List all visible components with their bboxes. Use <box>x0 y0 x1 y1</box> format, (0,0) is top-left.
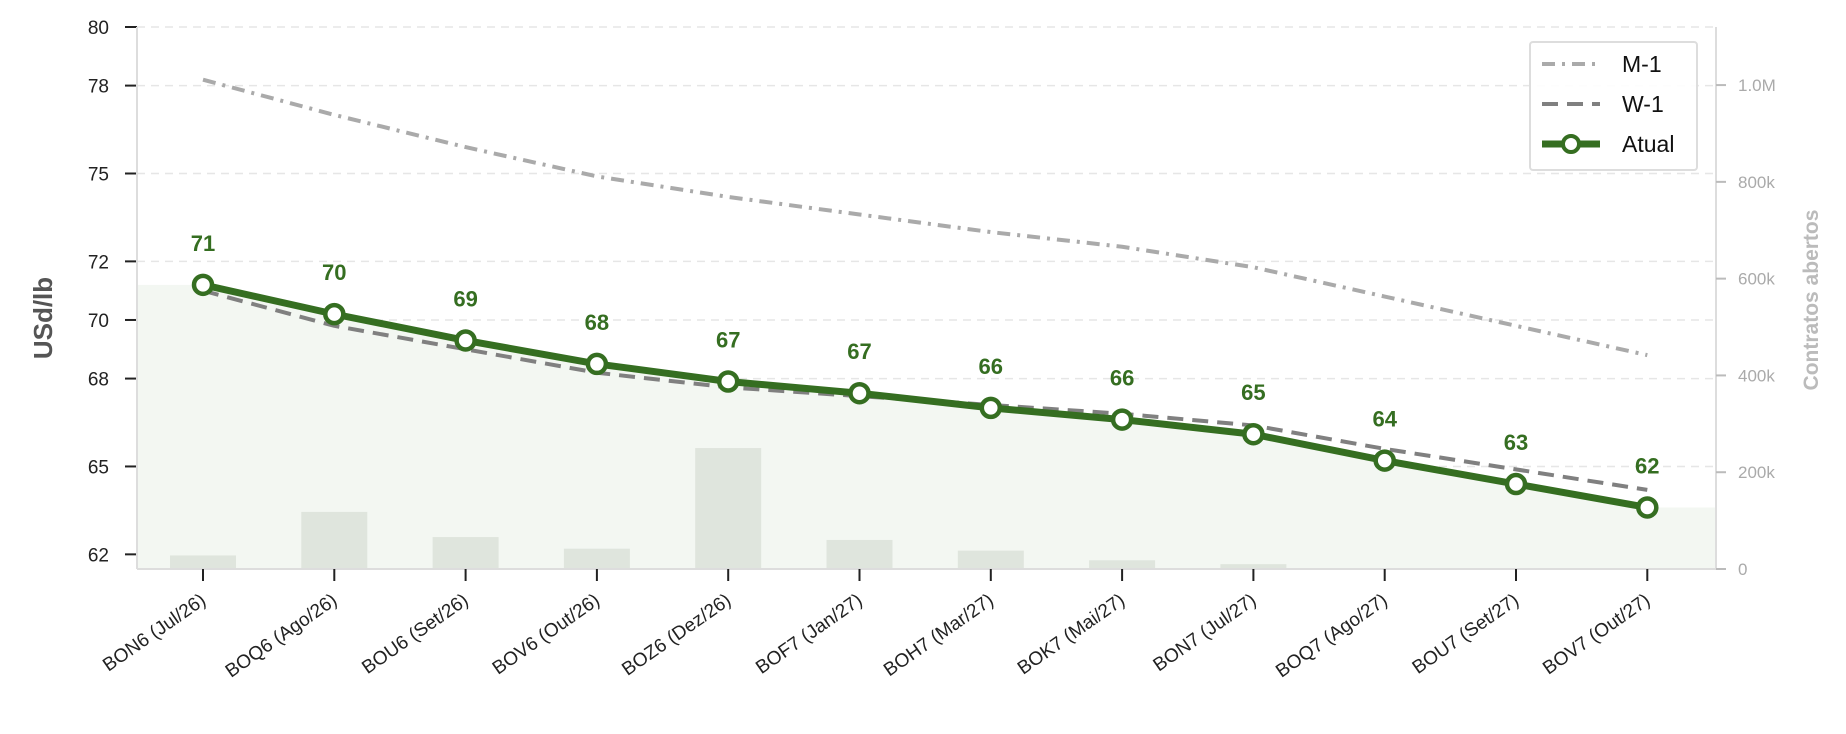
x-tick-label: BOH7 (Mar/27) <box>880 590 998 681</box>
atual-point <box>979 396 1003 420</box>
y-tick-label: 65 <box>88 457 109 478</box>
x-tick-label: BOF7 (Jan/27) <box>752 590 866 679</box>
y2-tick-label: 200k <box>1738 463 1775 482</box>
y2-tick-label: 0 <box>1738 560 1747 579</box>
x-tick-label: BOQ6 (Ago/26) <box>222 590 341 682</box>
atual-point <box>716 370 740 393</box>
series-lines <box>191 77 1659 519</box>
data-label: 65 <box>1241 380 1265 405</box>
data-label: 64 <box>1372 407 1397 432</box>
x-tick-label: BOU7 (Set/27) <box>1409 590 1523 679</box>
data-label: 62 <box>1635 453 1659 478</box>
open-interest-bar <box>1220 564 1287 569</box>
y2-tick-label: 800k <box>1738 173 1775 192</box>
x-tick-label: BON6 (Jul/26) <box>99 590 210 676</box>
y-tick-label: 62 <box>88 545 109 566</box>
x-tick-label: BOQ7 (Ago/27) <box>1272 590 1391 682</box>
legend-marker <box>1561 134 1581 154</box>
atual-point <box>191 273 215 297</box>
y-tick-label: 75 <box>88 164 109 185</box>
open-interest-bar <box>301 511 368 569</box>
open-interest-bar <box>695 448 762 569</box>
y-tick-label: 72 <box>88 252 109 273</box>
data-labels: 71 70 69 68 67 67 66 66 65 64 63 62 <box>191 231 1660 479</box>
atual-point <box>1242 422 1265 446</box>
atual-point <box>1636 496 1659 519</box>
area-fill <box>137 284 1716 569</box>
y-tick-label: 78 <box>88 77 109 98</box>
y-tick-label: 70 <box>88 311 109 332</box>
atual-point <box>1373 449 1396 472</box>
atual-point <box>323 302 346 326</box>
open-interest-bar <box>957 550 1024 569</box>
x-tick-label: BOV6 (Out/26) <box>489 590 604 679</box>
y-tick-label: 68 <box>88 370 109 391</box>
y-axis-title: USd/lb <box>28 277 58 359</box>
y2-tick-label: 1.0M <box>1738 76 1776 95</box>
data-label: 71 <box>191 231 215 256</box>
data-label: 66 <box>979 354 1003 379</box>
x-tick-label: BOZ6 (Dez/26) <box>618 590 735 680</box>
open-interest-bar <box>563 548 630 569</box>
y2-tick-label: 400k <box>1738 366 1775 385</box>
open-interest-bar <box>1089 560 1156 569</box>
open-interest-bar <box>432 537 499 569</box>
y-tick-label: 80 <box>88 18 109 39</box>
open-interest-bar <box>170 555 236 569</box>
legend-label: Atual <box>1622 131 1674 157</box>
open-interest-bars <box>170 448 1287 569</box>
legend: M-1 W-1 Atual <box>1529 41 1698 171</box>
data-label: 63 <box>1504 430 1528 455</box>
x-tick-label: BON7 (Jul/27) <box>1150 590 1261 676</box>
open-interest-bar <box>826 539 893 569</box>
atual-point <box>454 329 477 352</box>
atual-point <box>1504 472 1528 496</box>
x-tick-label: BOV7 (Out/27) <box>1539 590 1654 679</box>
data-label: 69 <box>453 286 477 311</box>
series-line-m-1 <box>202 77 1648 358</box>
data-label: 67 <box>716 327 740 352</box>
y2-axis-title: Contratos abertos <box>1800 210 1823 391</box>
y2-tick-label: 600k <box>1738 270 1775 289</box>
atual-point <box>1110 408 1134 431</box>
legend-label: M-1 <box>1622 51 1662 77</box>
atual-point <box>585 352 609 376</box>
x-tick-label: BOU6 (Set/26) <box>358 590 472 679</box>
series-line-atual <box>199 281 1651 511</box>
data-label: 70 <box>322 260 346 285</box>
area-layer <box>137 284 1716 569</box>
data-label: 67 <box>847 339 871 364</box>
data-label: 68 <box>585 310 609 335</box>
atual-point <box>848 381 871 405</box>
data-label: 66 <box>1110 366 1134 391</box>
legend-label: W-1 <box>1622 91 1664 117</box>
x-tick-label: BOK7 (Mai/27) <box>1014 590 1129 679</box>
